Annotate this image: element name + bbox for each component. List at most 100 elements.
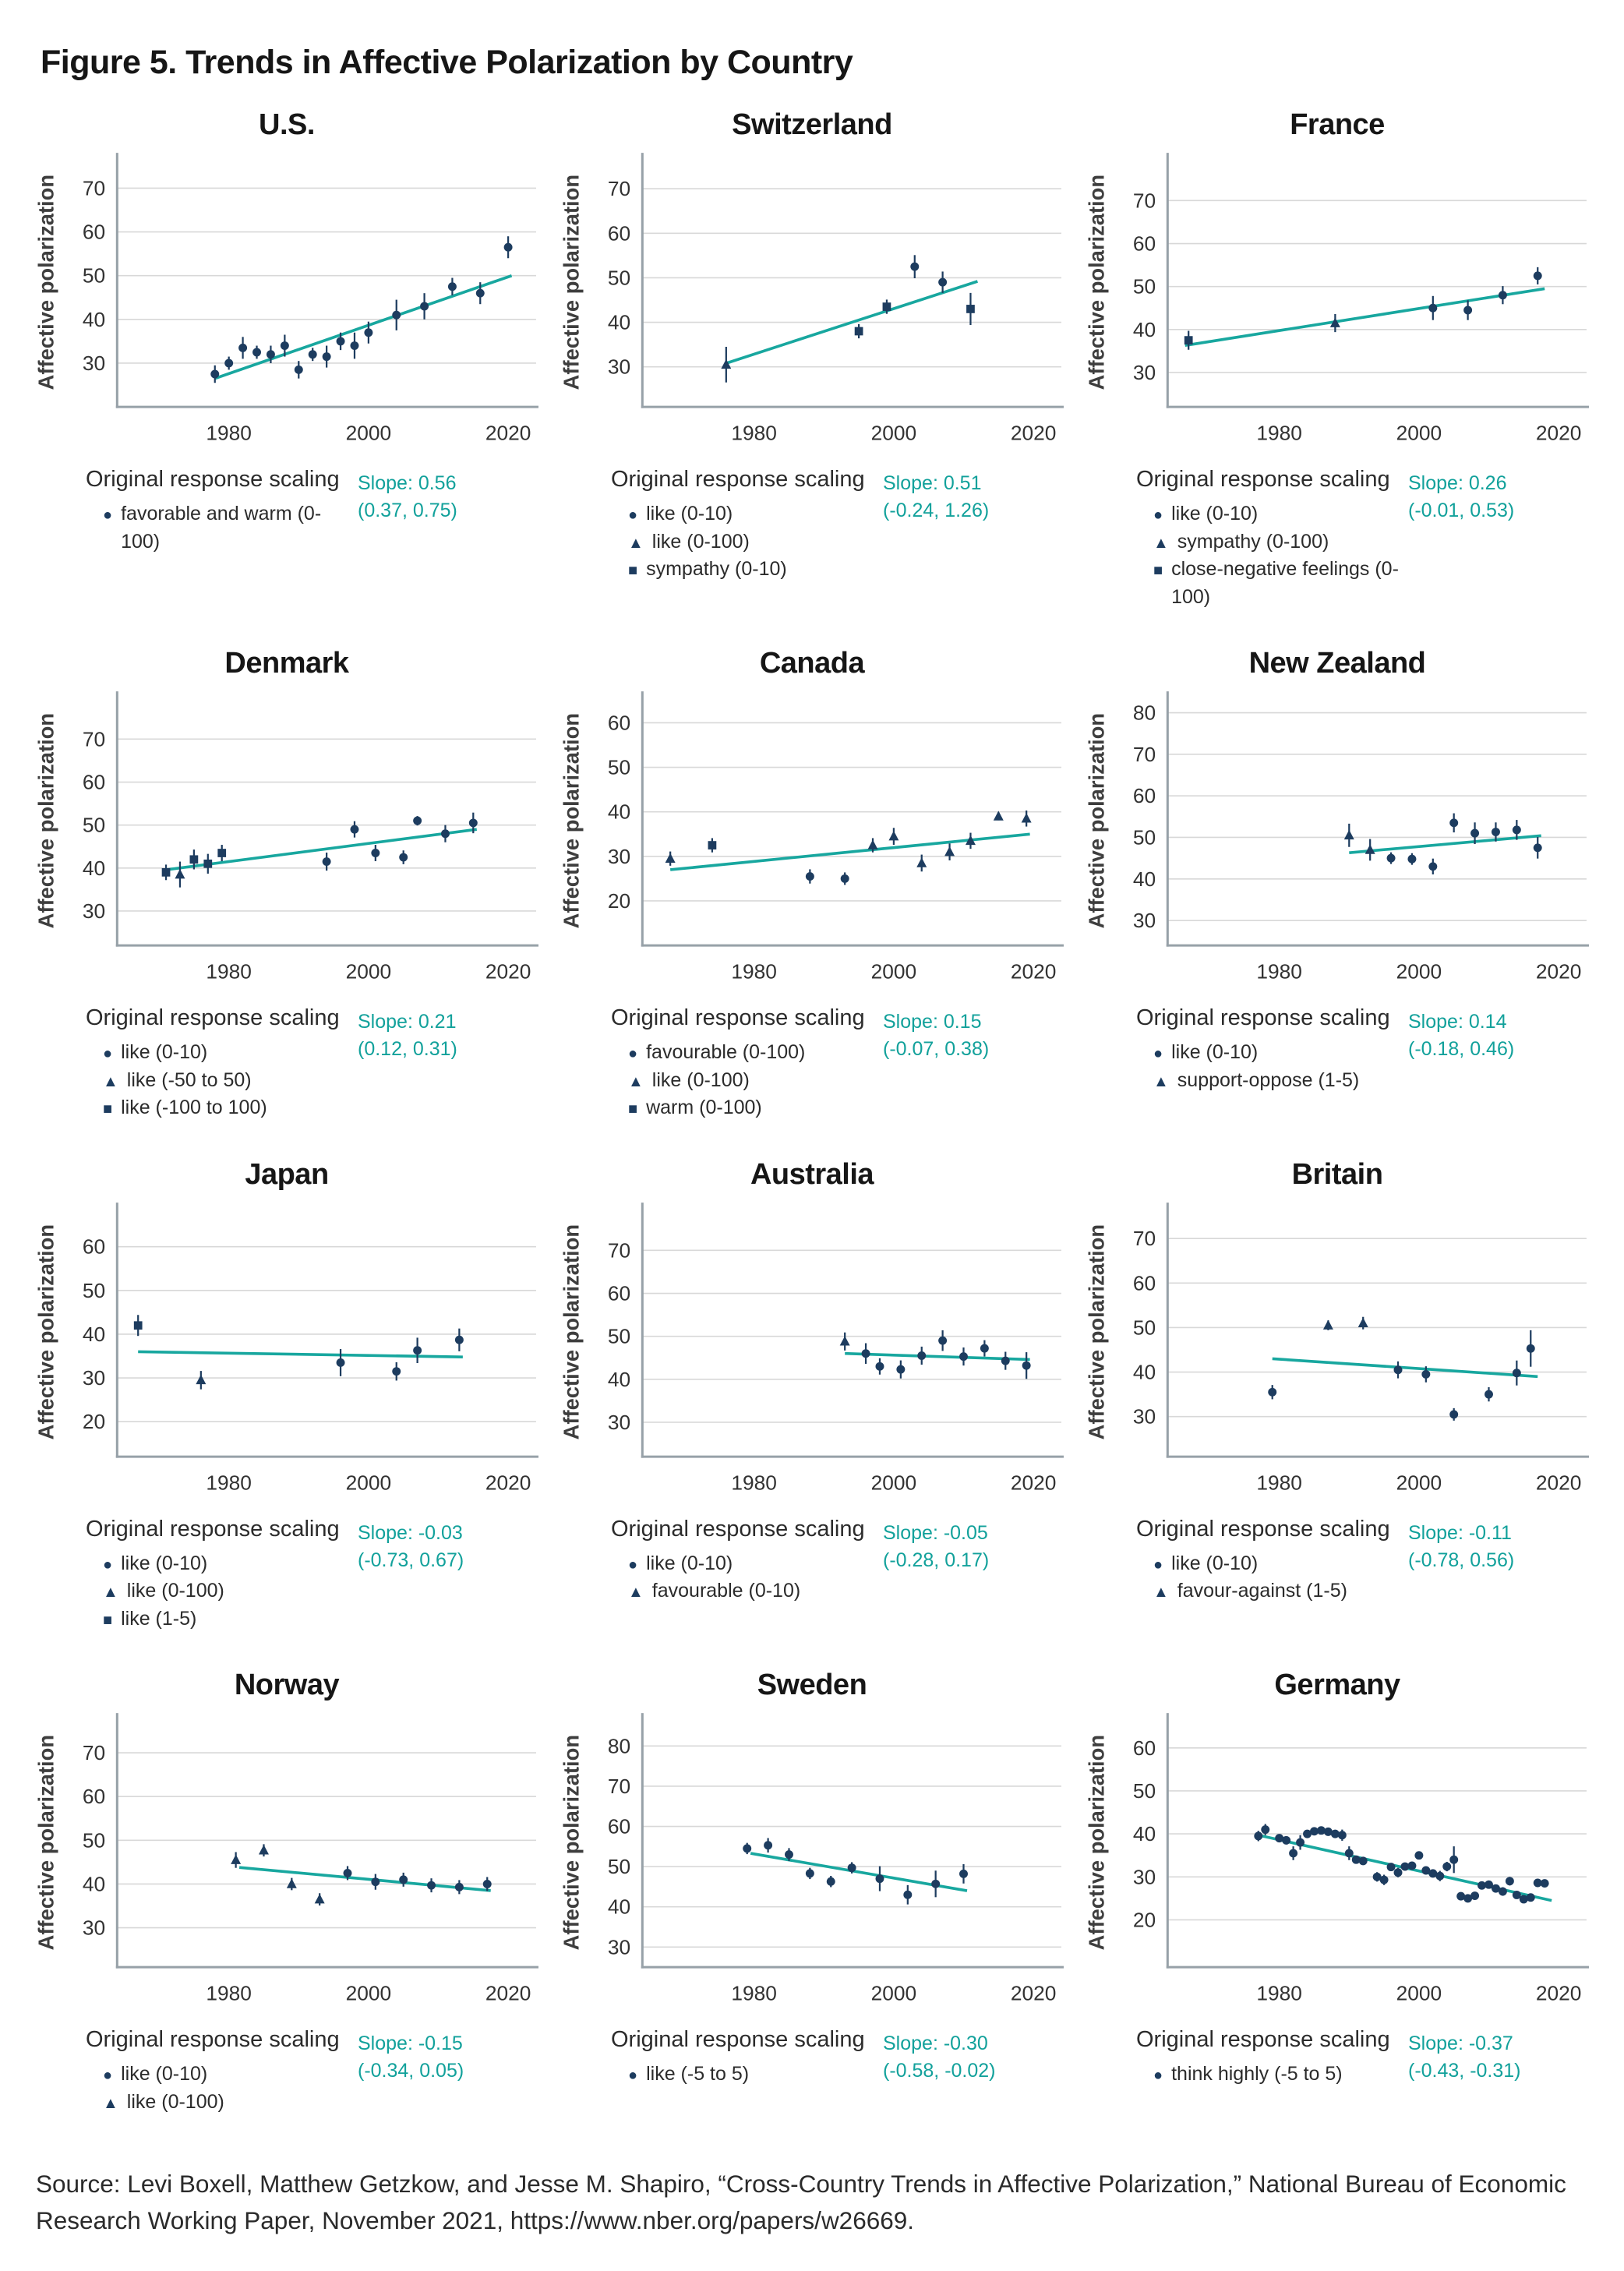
slope-box: Slope: 0.56 (0.37, 0.75) bbox=[358, 467, 533, 524]
legend-block: Original response scaling ● like (0-10) ▲ s… bbox=[1136, 467, 1408, 611]
data-point-triangle bbox=[665, 853, 676, 863]
data-point-circle bbox=[1512, 825, 1521, 835]
x-tick-label: 1980 bbox=[1256, 1982, 1302, 2005]
trend-line bbox=[1184, 287, 1545, 348]
data-point-triangle bbox=[1322, 1319, 1333, 1330]
data-point-triangle bbox=[1329, 317, 1340, 327]
legend-item: ■ warm (0-100) bbox=[628, 1094, 865, 1122]
y-tick-label: 80 bbox=[608, 1734, 630, 1757]
data-point-circle bbox=[1414, 1851, 1424, 1860]
legend-block: Original response scaling ● like (0-10) ▲ f… bbox=[1136, 1517, 1390, 1605]
x-tick-label: 2000 bbox=[871, 422, 917, 445]
slope-ci: (-0.43, -0.31) bbox=[1408, 2060, 1521, 2082]
data-point-triangle bbox=[916, 857, 927, 867]
data-point-circle bbox=[1540, 1879, 1549, 1888]
slope-ci: (-0.28, 0.17) bbox=[883, 1549, 990, 1571]
legend-block: Original response scaling ● like (0-10) ▲ s… bbox=[1136, 1005, 1390, 1094]
x-tick-label: 1980 bbox=[731, 960, 777, 984]
slope-ci: (0.12, 0.31) bbox=[358, 1038, 457, 1060]
legend-items: ● like (-5 to 5) bbox=[611, 2061, 865, 2089]
y-tick-label: 50 bbox=[608, 1855, 630, 1878]
chart-panel: Denmark 30 40 50 60 70 1980 2000 2020 Affective … bbox=[34, 647, 539, 1122]
legend-item: ● like (0-10) bbox=[1153, 500, 1408, 528]
legend-item: ● think highly (-5 to 5) bbox=[1153, 2061, 1390, 2089]
y-tick-label: 50 bbox=[83, 1828, 105, 1852]
data-point-circle bbox=[1485, 1880, 1493, 1889]
legend-item: ● favorable and warm (0-100) bbox=[103, 500, 358, 556]
data-point-circle bbox=[1477, 1881, 1487, 1890]
data-point-triangle bbox=[1343, 829, 1354, 840]
data-point-circle bbox=[399, 853, 408, 862]
legend-row: Original response scaling ● like (0-10) ▲ l… bbox=[86, 1517, 533, 1633]
square-marker-icon: ■ bbox=[103, 1100, 113, 1118]
legend-item-label: like (0-10) bbox=[121, 1041, 208, 1063]
data-point-triangle bbox=[286, 1878, 297, 1888]
data-point-circle bbox=[917, 1351, 927, 1360]
legend-item: ● like (-5 to 5) bbox=[628, 2061, 865, 2089]
data-point-circle bbox=[1386, 1863, 1396, 1872]
x-tick-label: 2000 bbox=[346, 422, 392, 445]
data-point-circle bbox=[1449, 1409, 1459, 1418]
chart-title: France bbox=[1290, 108, 1385, 141]
y-tick-label: 20 bbox=[1133, 1908, 1156, 1931]
legend-item: ▲ support-oppose (1-5) bbox=[1153, 1067, 1390, 1095]
legend-heading: Original response scaling bbox=[1136, 1005, 1390, 1030]
x-tick-label: 2020 bbox=[1536, 1471, 1582, 1494]
y-tick-label: 30 bbox=[83, 1366, 105, 1390]
y-tick-label: 30 bbox=[608, 1935, 630, 1958]
circle-marker-icon: ● bbox=[103, 2067, 113, 2084]
y-tick-label: 40 bbox=[608, 1367, 630, 1390]
circle-marker-icon: ● bbox=[103, 1556, 113, 1573]
legend-items: ● think highly (-5 to 5) bbox=[1136, 2061, 1390, 2089]
slope-value: Slope: 0.14 bbox=[1408, 1011, 1507, 1033]
y-tick-label: 40 bbox=[83, 1322, 105, 1345]
trend-line bbox=[1349, 834, 1541, 855]
y-axis-label: Affective polarization bbox=[34, 713, 58, 928]
chart-plot: 30 40 50 60 70 80 1980 2000 2020 Affective polari… bbox=[1085, 691, 1589, 984]
data-point-circle bbox=[743, 1844, 752, 1853]
legend-heading: Original response scaling bbox=[86, 1005, 340, 1030]
data-point-circle bbox=[1533, 843, 1542, 853]
legend-heading: Original response scaling bbox=[611, 1005, 865, 1030]
data-point-circle bbox=[1512, 1368, 1521, 1377]
legend-row: Original response scaling ● like (0-10) ▲ l… bbox=[611, 467, 1058, 584]
chart-title: Japan bbox=[245, 1157, 329, 1191]
x-tick-label: 2000 bbox=[1396, 1471, 1442, 1494]
x-tick-label: 2000 bbox=[346, 1471, 392, 1494]
data-point-circle bbox=[350, 825, 359, 834]
y-tick-label: 60 bbox=[83, 221, 105, 244]
legend-item-label: favorable and warm (0-100) bbox=[121, 503, 322, 553]
trend-line bbox=[238, 1866, 491, 1892]
data-point-circle bbox=[1421, 1369, 1431, 1379]
y-tick-label: 70 bbox=[83, 727, 105, 751]
data-point-circle bbox=[482, 1880, 492, 1888]
y-axis-label: Affective polarization bbox=[560, 713, 583, 928]
legend-row: Original response scaling ● like (0-10) ▲ s… bbox=[1136, 467, 1583, 611]
y-tick-label: 30 bbox=[1133, 361, 1156, 384]
data-point-circle bbox=[1463, 306, 1473, 315]
data-point-circle bbox=[392, 1366, 401, 1376]
legend-item: ▲ favour-against (1-5) bbox=[1153, 1577, 1390, 1605]
y-tick-label: 30 bbox=[1133, 909, 1156, 932]
data-point-triangle bbox=[1357, 1317, 1368, 1327]
y-tick-label: 50 bbox=[608, 1324, 630, 1347]
y-tick-label: 50 bbox=[1133, 1316, 1156, 1339]
legend-items: ● like (0-10) ▲ like (0-100) bbox=[86, 2061, 340, 2116]
data-point-circle bbox=[875, 1874, 884, 1884]
data-point-circle bbox=[903, 1890, 913, 1899]
y-axis-label: Affective polarization bbox=[560, 175, 583, 390]
y-axis-label: Affective polarization bbox=[34, 175, 58, 390]
data-point-circle bbox=[1372, 1872, 1382, 1881]
legend-item-label: like (0-10) bbox=[1171, 1552, 1259, 1574]
data-point-square bbox=[966, 305, 975, 313]
slope-value: Slope: 0.21 bbox=[358, 1011, 457, 1033]
data-point-circle bbox=[1344, 1849, 1354, 1858]
data-point-circle bbox=[861, 1348, 870, 1358]
y-axis-label: Affective polarization bbox=[34, 1224, 58, 1439]
data-point-triangle bbox=[196, 1374, 207, 1384]
data-point-circle bbox=[1337, 1831, 1347, 1840]
y-tick-label: 30 bbox=[83, 351, 105, 375]
slope-ci: (-0.18, 0.46) bbox=[1408, 1038, 1515, 1060]
legend-item: ● like (0-10) bbox=[103, 2061, 340, 2089]
data-point-circle bbox=[454, 1882, 464, 1891]
